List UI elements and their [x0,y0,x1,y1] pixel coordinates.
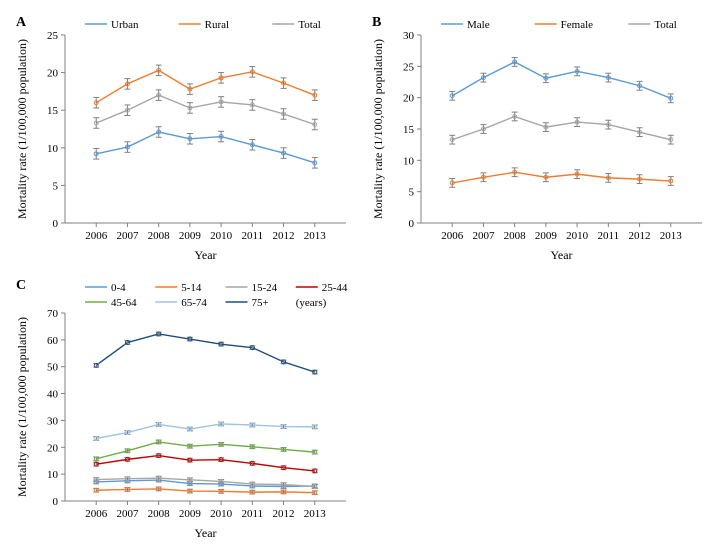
legend-item: 15-24 [252,282,278,294]
series-line [452,62,671,98]
svg-text:2012: 2012 [628,230,650,242]
panel-a: A 0 5 10 15 20 25 2006 2007 2008 2009 2010 2011 2012 2… [10,10,358,265]
svg-text:2006: 2006 [85,508,108,520]
panel-c: C 0 10 20 30 40 50 60 70 2006 2007 2008 2009 2010 2011… [10,273,358,543]
svg-text:2007: 2007 [472,230,495,242]
svg-text:0: 0 [53,218,59,230]
svg-text:Year: Year [194,248,216,262]
svg-text:2009: 2009 [534,230,557,242]
svg-text:20: 20 [403,93,415,105]
legend-item: 0-4 [111,282,126,294]
svg-text:Mortality rate (1/100,000 pop: Mortality rate (1/100,000 population) [15,39,29,219]
svg-text:2008: 2008 [503,230,526,242]
svg-text:Mortality rate (1/100,000 pop: Mortality rate (1/100,000 population) [371,39,385,219]
legend-item: 45-64 [111,297,137,309]
svg-text:20: 20 [47,442,59,454]
svg-text:40: 40 [47,389,59,401]
svg-text:2010: 2010 [566,230,589,242]
svg-text:2013: 2013 [304,508,327,520]
svg-text:70: 70 [47,308,59,320]
legend-item: 75+ [252,297,269,309]
svg-text:2007: 2007 [116,230,139,242]
legend-item: (years) [296,297,327,309]
svg-text:2006: 2006 [85,230,108,242]
legend-item: Rural [205,19,229,31]
svg-text:30: 30 [47,415,59,427]
svg-text:2012: 2012 [273,508,295,520]
svg-text:2013: 2013 [659,230,682,242]
svg-text:Year: Year [550,248,572,262]
svg-text:2009: 2009 [179,230,202,242]
series-line [96,334,315,372]
svg-text:2011: 2011 [242,508,264,520]
panel-label: B [372,15,381,30]
svg-text:2010: 2010 [210,508,233,520]
panel-label: C [16,278,26,293]
svg-text:2011: 2011 [597,230,619,242]
svg-text:5: 5 [408,187,414,199]
svg-text:2010: 2010 [210,230,233,242]
svg-text:2011: 2011 [242,230,264,242]
svg-text:60: 60 [47,335,59,347]
svg-text:30: 30 [403,30,415,42]
svg-text:2008: 2008 [148,508,171,520]
legend-item: Male [467,19,490,31]
svg-text:25: 25 [47,30,59,42]
svg-text:0: 0 [408,218,414,230]
panel-label: A [16,15,27,30]
svg-text:2008: 2008 [148,230,171,242]
legend-item: 25-44 [322,282,348,294]
legend-item: Female [560,19,592,31]
svg-text:20: 20 [47,68,59,80]
series-line [96,70,315,102]
svg-text:2009: 2009 [179,508,202,520]
svg-text:2012: 2012 [273,230,295,242]
legend-item: 65-74 [181,297,207,309]
svg-text:15: 15 [403,124,415,136]
svg-text:Year: Year [194,526,216,540]
svg-text:25: 25 [403,61,415,73]
svg-text:10: 10 [403,155,415,167]
svg-text:2013: 2013 [304,230,327,242]
svg-text:2007: 2007 [116,508,139,520]
legend-item: Total [298,19,320,31]
panel-b: B 0 5 10 15 20 25 30 2006 2007 2008 2009 2010 2011 201… [366,10,714,265]
svg-text:10: 10 [47,143,59,155]
chart-grid: A051015202520062007200820092010201120122… [10,10,713,543]
svg-text:Mortality rate (1/100,000 pop: Mortality rate (1/100,000 population) [15,317,29,497]
legend-item: 5-14 [181,282,202,294]
svg-text:50: 50 [47,362,59,374]
svg-text:0: 0 [53,496,59,508]
legend-item: Total [654,19,676,31]
legend-item: Urban [111,19,139,31]
svg-text:5: 5 [53,180,59,192]
svg-text:2006: 2006 [441,230,464,242]
svg-text:10: 10 [47,469,59,481]
svg-text:15: 15 [47,105,59,117]
